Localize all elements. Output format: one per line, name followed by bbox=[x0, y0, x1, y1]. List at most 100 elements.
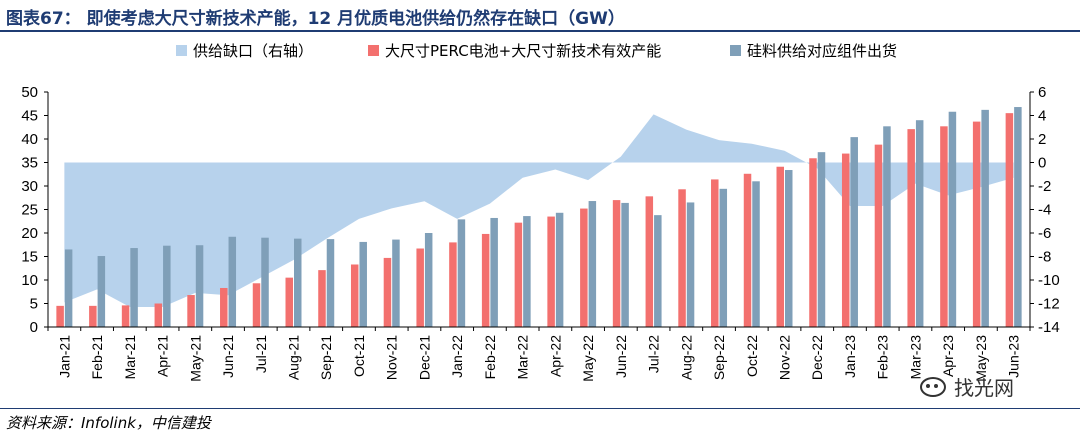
x-tick-label: May-23 bbox=[973, 335, 989, 382]
bar-shipment-nov-22 bbox=[785, 170, 793, 327]
bar-shipment-mar-22 bbox=[523, 216, 531, 327]
left-tick-label: 15 bbox=[21, 249, 38, 266]
x-tick-label: Nov-21 bbox=[384, 335, 400, 380]
bar-capacity-sep-21 bbox=[318, 270, 326, 327]
bar-capacity-nov-22 bbox=[776, 166, 784, 327]
x-tick-label: Mar-22 bbox=[515, 335, 531, 380]
bar-shipment-mar-21 bbox=[130, 248, 138, 327]
legend-label-capacity: 大尺寸PERC电池+大尺寸新技术有效产能 bbox=[385, 42, 662, 60]
legend-item-capacity: 大尺寸PERC电池+大尺寸新技术有效产能 bbox=[368, 40, 661, 61]
x-tick-label: Jan-21 bbox=[56, 335, 72, 378]
bar-capacity-apr-22 bbox=[547, 216, 555, 327]
left-tick-label: 40 bbox=[21, 131, 38, 148]
chart-legend: 供给缺口（右轴） 大尺寸PERC电池+大尺寸新技术有效产能 硅料供给对应组件出货 bbox=[0, 40, 1080, 64]
bar-capacity-dec-21 bbox=[416, 248, 424, 327]
bar-shipment-oct-22 bbox=[752, 181, 760, 327]
left-tick-label: 50 bbox=[21, 84, 38, 101]
bar-shipment-apr-23 bbox=[948, 111, 957, 328]
bar-shipment-feb-23 bbox=[883, 126, 891, 327]
legend-label-gap: 供给缺口（右轴） bbox=[193, 42, 314, 60]
bar-capacity-may-23 bbox=[972, 121, 981, 327]
bar-shipment-jan-21 bbox=[64, 249, 73, 327]
bar-shipment-jul-22 bbox=[654, 215, 662, 327]
x-tick-label: Mar-23 bbox=[907, 335, 923, 380]
bar-capacity-feb-22 bbox=[481, 233, 490, 327]
x-tick-label: Oct-21 bbox=[351, 335, 367, 377]
right-tick-label: 4 bbox=[1038, 108, 1046, 125]
right-tick-label: -4 bbox=[1038, 202, 1051, 219]
x-tick-label: Jun-23 bbox=[1006, 335, 1022, 378]
bar-capacity-jan-23 bbox=[841, 153, 850, 327]
watermark-text: 找光网 bbox=[954, 376, 1014, 400]
header-bar: 图表67： 即使考虑大尺寸新技术产能，12 月优质电池供给仍然存在缺口（GW） bbox=[0, 0, 1080, 32]
bar-capacity-jun-21 bbox=[220, 287, 228, 327]
x-tick-label: Apr-22 bbox=[547, 335, 563, 377]
left-tick-label: 25 bbox=[21, 202, 38, 219]
legend-item-gap: 供给缺口（右轴） bbox=[176, 40, 313, 61]
bar-shipment-jun-21 bbox=[228, 236, 237, 327]
left-tick-label: 35 bbox=[21, 155, 38, 172]
right-tick-label: 2 bbox=[1038, 131, 1046, 148]
bar-shipment-aug-21 bbox=[294, 238, 302, 327]
bar-capacity-aug-21 bbox=[285, 277, 293, 327]
x-tick-label: Sep-21 bbox=[318, 335, 334, 380]
bar-shipment-dec-21 bbox=[424, 233, 433, 327]
bar-shipment-jan-23 bbox=[850, 137, 858, 327]
bar-shipment-may-21 bbox=[195, 245, 204, 327]
bar-shipment-jul-21 bbox=[261, 237, 269, 327]
right-tick-label: -6 bbox=[1038, 225, 1051, 242]
chart-canvas: 0 5 10 15 20 25 30 35 40 45 50 -14 -12 -10 -8 -6 -4 -2 0 2 4… bbox=[21, 84, 1060, 382]
bar-capacity-mar-21 bbox=[121, 305, 130, 327]
x-tick-label: Feb-23 bbox=[875, 335, 891, 380]
x-tick-label: Apr-23 bbox=[940, 335, 956, 377]
area-supply-gap bbox=[64, 114, 1014, 308]
bar-capacity-feb-23 bbox=[874, 144, 883, 327]
bar-capacity-apr-21 bbox=[154, 303, 163, 327]
bar-capacity-jul-22 bbox=[645, 196, 654, 327]
bar-shipment-may-23 bbox=[981, 109, 989, 327]
bar-capacity-oct-22 bbox=[743, 173, 752, 327]
x-tick-label: Mar-21 bbox=[122, 335, 138, 380]
bar-capacity-mar-22 bbox=[514, 222, 523, 327]
x-tick-label: Apr-21 bbox=[155, 335, 171, 377]
bar-capacity-jun-23 bbox=[1005, 113, 1014, 328]
right-tick-label: -14 bbox=[1038, 319, 1060, 336]
x-tick-label: Jun-21 bbox=[220, 335, 236, 378]
bar-capacity-jan-22 bbox=[449, 242, 457, 327]
bar-shipment-mar-23 bbox=[915, 120, 924, 327]
bar-shipment-apr-21 bbox=[163, 245, 171, 327]
x-tick-label: Aug-21 bbox=[286, 335, 302, 380]
x-tick-label: Feb-21 bbox=[89, 335, 105, 380]
bar-capacity-dec-22 bbox=[809, 158, 817, 327]
bar-capacity-apr-23 bbox=[940, 126, 948, 327]
bar-capacity-may-22 bbox=[580, 208, 588, 327]
right-tick-label: -10 bbox=[1038, 272, 1060, 289]
x-tick-label: Oct-22 bbox=[744, 335, 760, 377]
right-tick-label: 0 bbox=[1038, 155, 1046, 172]
bar-capacity-jan-21 bbox=[56, 305, 64, 327]
legend-swatch-gap bbox=[176, 45, 187, 56]
bar-shipment-sep-22 bbox=[719, 188, 728, 327]
bar-capacity-oct-21 bbox=[350, 264, 359, 327]
bar-shipment-jan-22 bbox=[457, 219, 466, 327]
left-tick-label: 45 bbox=[21, 108, 38, 125]
bar-shipment-nov-21 bbox=[392, 239, 400, 327]
bar-shipment-sep-21 bbox=[326, 239, 335, 327]
bar-shipment-may-22 bbox=[588, 201, 597, 327]
bar-shipment-feb-22 bbox=[490, 217, 498, 327]
right-tick-label: -12 bbox=[1038, 296, 1060, 313]
right-tick-label: -2 bbox=[1038, 178, 1051, 195]
x-tick-label: Jun-22 bbox=[613, 335, 629, 378]
x-tick-label: Jan-22 bbox=[449, 335, 465, 378]
bar-shipment-jun-23 bbox=[1014, 107, 1022, 327]
x-tick-label: Jul-22 bbox=[646, 335, 662, 373]
source-note: 资料来源：Infolink，中信建投 bbox=[6, 414, 211, 432]
bar-shipment-aug-22 bbox=[686, 202, 695, 327]
right-tick-label: 6 bbox=[1038, 84, 1046, 101]
right-tick-label: -8 bbox=[1038, 249, 1051, 266]
left-tick-label: 30 bbox=[21, 178, 38, 195]
bar-shipment-apr-22 bbox=[555, 212, 564, 327]
bar-capacity-jul-21 bbox=[252, 283, 261, 327]
bar-capacity-mar-23 bbox=[907, 129, 915, 327]
wechat-icon bbox=[920, 376, 946, 397]
